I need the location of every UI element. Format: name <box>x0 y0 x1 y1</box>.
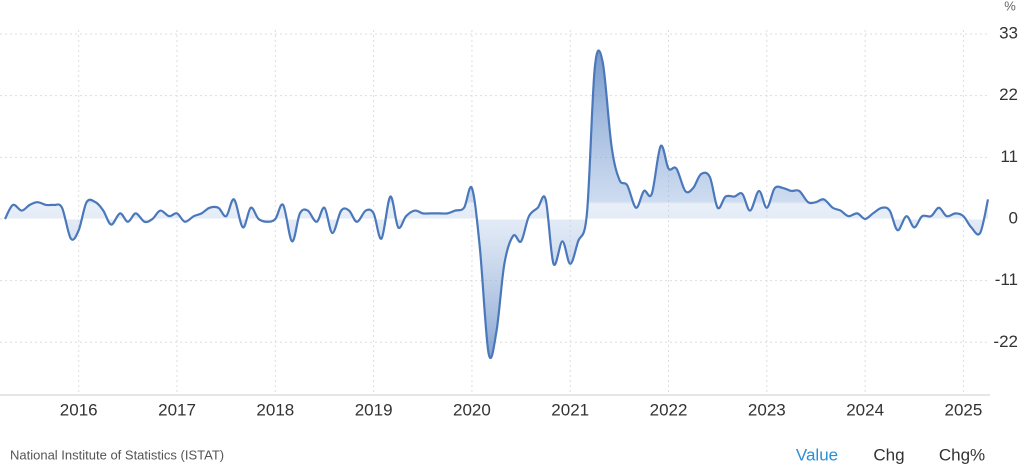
x-tick-label: 2022 <box>650 400 688 419</box>
area-fill <box>5 50 988 359</box>
x-tick-label: 2018 <box>256 400 294 419</box>
chg-button[interactable]: Chg <box>873 445 904 464</box>
y-tick-label: 11 <box>1000 147 1018 166</box>
x-tick-label: 2019 <box>355 400 393 419</box>
x-tick-label: 2021 <box>551 400 589 419</box>
x-tick-label: 2016 <box>60 400 98 419</box>
x-tick-label: 2025 <box>945 400 983 419</box>
y-tick-label: 0 <box>1009 208 1018 227</box>
x-tick-label: 2023 <box>748 400 786 419</box>
y-tick-label: -22 <box>993 332 1018 351</box>
source: National Institute of Statistics (ISTAT) <box>10 447 224 462</box>
y-tick-label: -11 <box>995 270 1018 289</box>
unit-label: % <box>1004 0 1016 13</box>
chg-pct-button[interactable]: Chg% <box>939 445 985 464</box>
x-tick-label: 2024 <box>846 400 884 419</box>
x-tick-label: 2017 <box>158 400 196 419</box>
y-tick-label: 22 <box>999 85 1018 104</box>
line <box>4 49 990 360</box>
value-button[interactable]: Value <box>796 445 838 464</box>
y-tick-label: 33 <box>999 23 1018 42</box>
x-tick-label: 2020 <box>453 400 491 419</box>
